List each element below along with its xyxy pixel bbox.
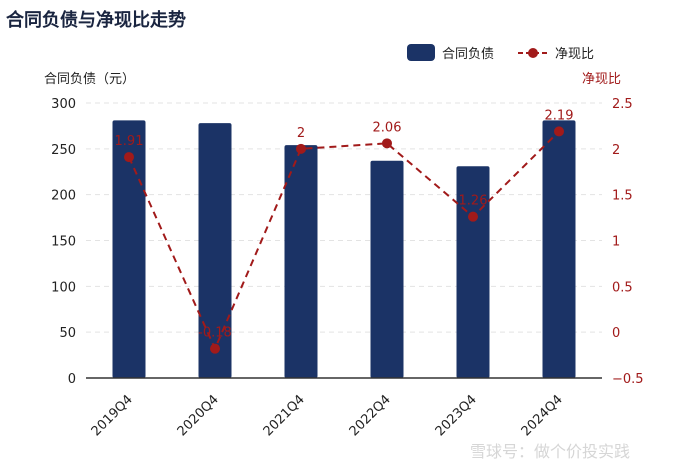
chart-title: 合同负债与净现比走势 [6,10,186,31]
watermark: 雪球号：做个价投实践 [470,442,631,461]
y-tick-label: 50 [59,326,76,341]
x-tick-label: 2023Q4 [433,392,480,439]
y-axis-title: 合同负债（元） [44,72,135,87]
line-series [124,126,564,354]
data-label: 2.19 [545,108,574,123]
y2-tick-label: 1 [612,235,620,250]
data-label: -0.18 [198,326,232,341]
y-tick-label: 300 [51,97,76,112]
legend-bar-swatch [407,44,435,61]
line-point [382,138,392,149]
y-tick-label: 0 [68,372,76,387]
bar-2023Q4 [456,166,490,378]
line-point [124,152,134,163]
legend-bar-label: 合同负债 [442,47,494,62]
x-tick-label: 2022Q4 [347,392,394,439]
data-label: 1.91 [115,134,144,149]
y-tick-label: 250 [51,143,76,158]
gridlines [86,102,602,333]
legend: 合同负债 净现比 [407,44,594,62]
y2-tick-label: −0.5 [612,372,644,387]
data-labels: 1.91 -0.18 2 2.06 1.26 2.19 [115,108,574,340]
bar-2021Q4 [284,145,318,378]
bar-2019Q4 [112,120,146,379]
y2-axis-title: 净现比 [582,72,621,87]
y2-tick-label: 1.5 [612,189,633,204]
y-tick-label: 150 [51,235,76,250]
line-point [554,126,564,137]
line-point [210,343,220,354]
data-label: 2 [297,126,305,141]
y2-tick-label: 0 [612,326,620,341]
bar-2022Q4 [370,160,404,378]
x-tick-label: 2021Q4 [261,392,308,439]
x-tick-label: 2020Q4 [175,392,222,439]
line-path [128,130,560,352]
legend-line-label: 净现比 [555,47,594,62]
legend-line-marker [528,48,538,58]
data-label: 2.06 [373,120,402,135]
y-tick-label: 200 [51,189,76,204]
x-tick-label: 2024Q4 [519,392,566,439]
bar-series [112,120,576,379]
y2-tick-label: 2.5 [612,97,633,112]
data-label: 1.26 [459,194,488,209]
y2-tick-label: 0.5 [612,280,633,295]
bar-2020Q4 [198,123,232,379]
line-point [296,143,306,154]
bar-2024Q4 [542,120,576,379]
line-point [468,211,478,222]
x-tick-label: 2019Q4 [89,392,136,439]
y2-tick-label: 2 [612,143,620,158]
y-tick-label: 100 [51,280,76,295]
